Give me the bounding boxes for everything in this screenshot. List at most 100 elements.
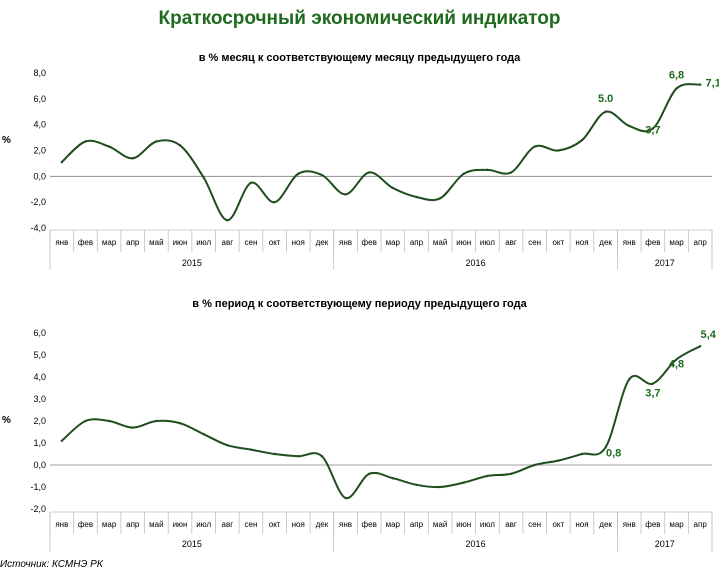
chart2-data-point [415, 483, 418, 486]
chart2-data-point [60, 439, 64, 442]
chart2-data-point [675, 358, 678, 361]
chart2-data-label: 5,4 [701, 329, 717, 341]
chart1-data-point [320, 173, 324, 177]
chart1-data-point [391, 186, 395, 190]
chart2-data-point [509, 472, 513, 475]
chart1-data-point [628, 124, 631, 128]
chart1-x-tick-label: авг [505, 238, 517, 247]
chart1-x-tick-label: авг [222, 238, 234, 247]
chart2-data-label: 3,7 [645, 388, 660, 400]
chart2-x-tick-label: янв [55, 520, 68, 529]
chart1-ytick-label: 4,0 [33, 120, 46, 130]
chart1-data-point [580, 138, 584, 142]
chart1-x-tick-label: ноя [292, 238, 305, 247]
chart2-data-point [557, 459, 560, 462]
chart2-x-tick-label: фев [362, 520, 377, 529]
chart2-x-tick-label: авг [222, 520, 234, 529]
chart1-data-point [202, 176, 205, 179]
chart2-data-label: 4,8 [669, 358, 684, 370]
chart2-x-tick-label: фев [78, 520, 93, 529]
chart1-data-point [297, 172, 300, 175]
chart2-title: в % период к соответствующему периоду пр… [192, 298, 527, 310]
chart2-data-point [438, 485, 442, 489]
chart2-x-tick-label: янв [339, 520, 352, 529]
chart2-x-tick-label: апр [694, 520, 708, 529]
chart1-data-point [131, 157, 134, 160]
chart2-data-point [486, 474, 489, 478]
chart2-x-tick-label: окт [269, 520, 281, 529]
chart1-x-tick-label: май [149, 238, 163, 247]
chart1-x-tick-label: июн [173, 238, 188, 247]
chart2-data-point [391, 477, 395, 480]
chart2-x-tick-label: апр [126, 520, 140, 529]
chart2-data-point [226, 444, 229, 447]
chart1-data-point [438, 197, 442, 200]
chart1-ytick-label: -4,0 [30, 223, 46, 233]
chart2-x-tick-label: мар [669, 520, 684, 529]
chart1-year-label: 2017 [655, 258, 675, 268]
chart1-data-point [344, 193, 347, 196]
chart2-data-point [249, 448, 253, 451]
chart1-x-tick-label: окт [552, 238, 564, 247]
chart2-x-tick-label: ноя [575, 520, 588, 529]
chart1-x-tick-label: мар [386, 238, 401, 247]
chart2-data-point [651, 382, 655, 385]
chart1-x-tick-label: апр [410, 238, 424, 247]
chart2-year-label: 2016 [466, 539, 486, 549]
chart1-ytick-label: 0,0 [33, 171, 46, 181]
chart2-x-tick-label: мар [386, 520, 401, 529]
chart1-data-point [675, 87, 678, 90]
chart2-data-point [320, 455, 324, 458]
chart2-x-tick-label: окт [552, 520, 564, 529]
chart1-data-point [557, 149, 560, 152]
chart1-data-point [60, 160, 64, 164]
chart2-data-point [84, 419, 87, 423]
chart2-data-point [155, 419, 158, 423]
chart2-x-tick-label: мар [102, 520, 117, 529]
chart1-series-line [61, 83, 701, 222]
chart1-data-label: 7,1 [706, 78, 719, 90]
chart1-x-tick-label: апр [694, 238, 708, 247]
chart1-title: в % месяц к соответствующему месяцу пред… [198, 52, 521, 64]
chart2-series-line [61, 345, 701, 500]
chart2-data-point [131, 426, 134, 429]
chart2-x-tick-label: апр [410, 520, 424, 529]
chart1-data-point [107, 145, 111, 148]
chart2-x-tick-label: дек [599, 520, 612, 529]
chart2-x-tick-label: ноя [292, 520, 305, 529]
chart1-x-tick-label: сен [528, 238, 541, 247]
chart2-data-point [178, 422, 182, 425]
chart2-x-tick-label: май [433, 520, 447, 529]
chart1-data-point [367, 171, 371, 174]
chart1-data-label: 6,8 [669, 70, 684, 82]
chart1-ytick-label: 2,0 [33, 146, 46, 156]
chart1-x-tick-label: июн [456, 238, 471, 247]
chart1-x-tick-label: янв [623, 238, 636, 247]
chart2-ytick-label: 4,0 [33, 372, 46, 382]
chart2-x-tick-label: июл [196, 520, 211, 529]
chart1-data-point [226, 219, 229, 222]
chart1-data-point [178, 144, 182, 147]
chart1-year-label: 2015 [182, 258, 202, 268]
chart2-data-point [202, 433, 205, 436]
chart1-data-point [486, 168, 489, 172]
chart2-x-tick-label: фев [645, 520, 660, 529]
chart1-ylabel: % [2, 135, 11, 146]
chart1-data-label: 3,7 [645, 125, 660, 137]
chart1-x-tick-label: июл [196, 238, 211, 247]
chart2-x-tick-label: июл [480, 520, 495, 529]
chart2-year-label: 2015 [182, 539, 202, 549]
chart2-x-tick-label: сен [528, 520, 541, 529]
chart1-x-tick-label: дек [599, 238, 612, 247]
chart1-x-tick-label: фев [645, 238, 660, 247]
chart2-x-tick-label: июн [173, 520, 188, 529]
chart2-x-tick-label: сен [245, 520, 258, 529]
chart2-data-point [344, 496, 347, 500]
chart2-ytick-label: 3,0 [33, 394, 46, 404]
chart2-data-point [462, 481, 465, 484]
chart1-x-tick-label: фев [362, 238, 377, 247]
source-note: Источник: КСМНЭ РК [0, 559, 103, 570]
chart2-x-tick-label: май [149, 520, 163, 529]
chart2-data-point [604, 446, 607, 449]
chart1-data-point [155, 140, 158, 143]
